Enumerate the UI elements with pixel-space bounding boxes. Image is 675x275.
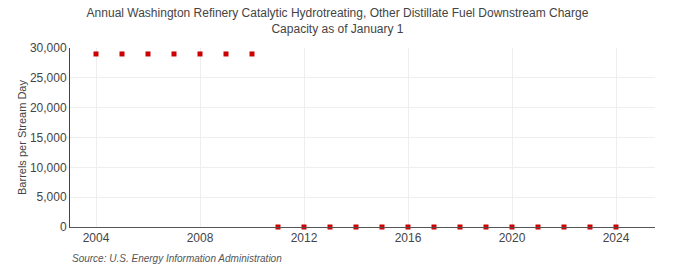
svg-text:30,000: 30,000 <box>30 41 67 55</box>
svg-text:2008: 2008 <box>187 231 214 245</box>
svg-text:2024: 2024 <box>603 231 630 245</box>
svg-text:2012: 2012 <box>291 231 318 245</box>
svg-text:0: 0 <box>60 220 67 234</box>
svg-text:Source: U.S. Energy Informatio: Source: U.S. Energy Information Administ… <box>72 253 282 264</box>
svg-text:2004: 2004 <box>83 231 110 245</box>
svg-text:5,000: 5,000 <box>37 190 67 204</box>
svg-text:15,000: 15,000 <box>30 131 67 145</box>
svg-text:Barrels per Stream Day: Barrels per Stream Day <box>16 80 28 195</box>
svg-text:Annual Washington Refinery Cat: Annual Washington Refinery Catalytic Hyd… <box>87 6 589 36</box>
svg-text:10,000: 10,000 <box>30 161 67 175</box>
svg-text:2016: 2016 <box>395 231 422 245</box>
svg-text:25,000: 25,000 <box>30 71 67 85</box>
svg-text:20,000: 20,000 <box>30 101 67 115</box>
svg-text:2020: 2020 <box>499 231 526 245</box>
